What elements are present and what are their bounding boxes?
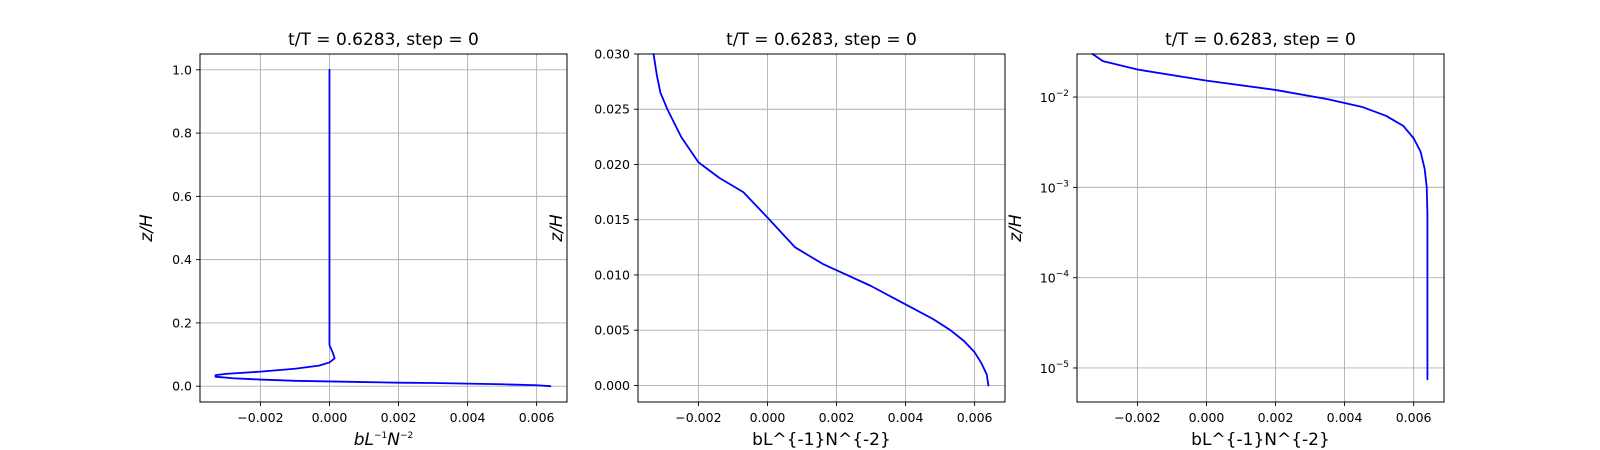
grid-lines (638, 53, 1005, 402)
x-axis-label-exponent: −1 (374, 431, 387, 441)
series-line-1 (214, 68, 552, 388)
y-tick-label: 0.010 (594, 267, 630, 282)
y-tick-label-exponent: −3 (1056, 179, 1069, 189)
x-tick-label: 0.006 (957, 410, 993, 425)
y-tick-label: 0.030 (594, 47, 630, 62)
y-tick-label-base: 10 (1040, 271, 1056, 286)
y-tick-label: 0.020 (594, 157, 630, 172)
y-tick-label: 0.6 (172, 189, 192, 204)
y-axis-label: z/H (547, 214, 567, 243)
y-tick-label: 1.0 (172, 62, 192, 77)
grid-lines (200, 54, 567, 402)
x-axis-label: bL^{-1}N^{-2} (752, 430, 891, 450)
y-tick-label: 0.2 (172, 315, 192, 330)
grid-lines (1077, 54, 1444, 402)
y-tick-label: 10−5 (1040, 360, 1069, 376)
x-axis-label: bL−1N−2 (354, 430, 414, 450)
y-tick-label-base: 10 (1040, 90, 1056, 105)
y-tick-label: 0.015 (594, 212, 630, 227)
x-axis-label-symbol: bL (354, 430, 374, 450)
series-line-1 (652, 53, 990, 387)
y-tick-label: 0.000 (594, 378, 630, 393)
y-tick-label: 10−3 (1040, 179, 1069, 195)
y-tick-label-base: 10 (1040, 361, 1056, 376)
x-tick-label: 0.006 (519, 410, 555, 425)
x-axis-label-symbol: N (387, 430, 400, 450)
x-tick-label: −0.002 (237, 410, 283, 425)
x-tick-label: 0.004 (888, 410, 924, 425)
x-axis-label: bL^{-1}N^{-2} (1191, 430, 1330, 450)
y-tick-label: 0.025 (594, 102, 630, 117)
x-tick-label: 0.002 (819, 410, 855, 425)
x-tick-label: 0.000 (312, 410, 348, 425)
chart-title: t/T = 0.6283, step = 0 (288, 30, 479, 50)
y-axis-label: z/H (1006, 214, 1026, 243)
series-line-1 (1091, 53, 1429, 381)
axes-frame (199, 53, 568, 403)
x-tick-label: 0.004 (450, 410, 486, 425)
y-tick-label-exponent: −4 (1056, 270, 1070, 280)
y-tick-label: 10−2 (1040, 89, 1069, 105)
x-tick-label: 0.002 (381, 410, 417, 425)
x-axis-label-exponent: −2 (400, 431, 413, 441)
y-tick-label-exponent: −5 (1056, 360, 1069, 370)
y-axis-label: z/H (137, 214, 157, 243)
chart-title: t/T = 0.6283, step = 0 (726, 30, 917, 50)
chart-panel-3: −0.002 0.000 0.002 0.004 0.00610−510−410−310… (1006, 30, 1445, 450)
y-tick-label: 0.8 (172, 126, 192, 141)
y-tick-label: 0.0 (172, 379, 192, 394)
x-tick-label: 0.000 (750, 410, 786, 425)
x-tick-label: 0.002 (1258, 410, 1294, 425)
x-tick-label: −0.002 (1114, 410, 1160, 425)
x-tick-label: 0.004 (1327, 410, 1363, 425)
chart-panel-2: −0.002 0.000 0.002 0.004 0.006 0.000 0.005 0.01… (547, 30, 1006, 450)
x-tick-label: 0.006 (1396, 410, 1432, 425)
x-tick-label: −0.002 (675, 410, 721, 425)
y-tick-label-base: 10 (1040, 180, 1056, 195)
chart-title: t/T = 0.6283, step = 0 (1165, 30, 1356, 50)
y-tick-label-exponent: −2 (1056, 89, 1069, 99)
axes-frame (1076, 53, 1445, 403)
y-tick-label: 0.005 (594, 323, 630, 338)
x-tick-label: 0.000 (1189, 410, 1225, 425)
axes-frame (637, 53, 1006, 403)
chart-panel-1: −0.002 0.000 0.002 0.004 0.006 0.0 0.2 0.4 0.6 0.… (137, 30, 568, 450)
y-tick-label: 10−4 (1040, 270, 1069, 286)
y-tick-label: 0.4 (172, 252, 192, 267)
